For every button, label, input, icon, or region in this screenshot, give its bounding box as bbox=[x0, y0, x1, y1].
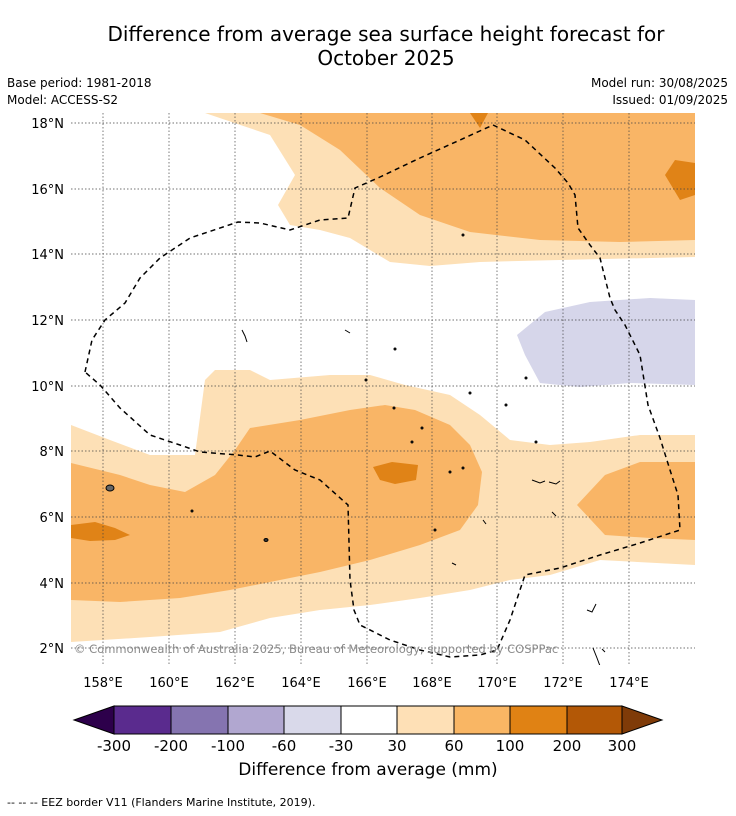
lon-label: 164°E bbox=[281, 676, 321, 691]
colorbar-segment bbox=[114, 706, 171, 734]
lat-label: 4°N bbox=[40, 577, 65, 592]
colorbar: -300 -200 -100 -60 -30 30 60 100 200 300 bbox=[72, 705, 664, 755]
colorbar-tick: -200 bbox=[154, 737, 188, 755]
meta-left: Base period: 1981-2018 Model: ACCESS-S2 bbox=[7, 75, 152, 109]
base-period: Base period: 1981-2018 bbox=[7, 76, 152, 90]
lon-label: 172°E bbox=[543, 676, 583, 691]
longitude-labels: 158°E 160°E 162°E 164°E 166°E 168°E 170°… bbox=[83, 676, 649, 691]
lon-label: 160°E bbox=[149, 676, 189, 691]
colorbar-segment bbox=[510, 706, 567, 734]
colorbar-segment bbox=[228, 706, 284, 734]
colorbar-tick: -60 bbox=[272, 737, 297, 755]
colorbar-segment bbox=[397, 706, 454, 734]
anomaly-region-100-200-d bbox=[470, 113, 488, 128]
colorbar-arrow-right bbox=[621, 705, 664, 735]
lon-label: 158°E bbox=[83, 676, 123, 691]
colorbar-frame bbox=[113, 705, 623, 735]
eez-footnote: -- -- -- EEZ border V11 (Flanders Marine… bbox=[7, 796, 316, 809]
lat-label: 2°N bbox=[40, 642, 65, 657]
lon-label: 162°E bbox=[215, 676, 255, 691]
lat-label: 8°N bbox=[40, 445, 65, 460]
colorbar-tick: 300 bbox=[608, 737, 637, 755]
lat-label: 10°N bbox=[31, 380, 64, 395]
anomaly-region-100-200-b bbox=[373, 462, 418, 484]
colorbar-tick: 60 bbox=[444, 737, 463, 755]
colorbar-segment bbox=[171, 706, 228, 734]
colorbar-tick: -100 bbox=[211, 737, 245, 755]
copyright-text: © Commonwealth of Australia 2025, Bureau… bbox=[74, 642, 558, 656]
lon-label: 170°E bbox=[477, 676, 517, 691]
lat-label: 18°N bbox=[31, 117, 64, 132]
colorbar-label: Difference from average (mm) bbox=[238, 760, 498, 780]
anomaly-region-100-200-a bbox=[71, 522, 130, 541]
anomaly-region-60-100-east bbox=[577, 462, 695, 540]
colorbar-segment bbox=[454, 706, 510, 734]
title-line-2: October 2025 bbox=[317, 46, 455, 70]
colorbar-arrow-left bbox=[72, 705, 115, 735]
lon-label: 174°E bbox=[609, 676, 649, 691]
lat-label: 14°N bbox=[31, 248, 64, 263]
anomaly-region-60-100-north bbox=[260, 113, 695, 242]
model-run: Model run: 30/08/2025 bbox=[590, 76, 728, 90]
issued-date: Issued: 01/09/2025 bbox=[612, 93, 728, 107]
colorbar-segment bbox=[284, 706, 341, 734]
eez-border bbox=[84, 124, 681, 658]
lon-label: 166°E bbox=[347, 676, 387, 691]
map-plot-area bbox=[71, 113, 695, 665]
colorbar-tick: 30 bbox=[387, 737, 406, 755]
colorbar-tick: -300 bbox=[97, 737, 131, 755]
islands bbox=[105, 233, 606, 665]
lat-label: 6°N bbox=[40, 511, 65, 526]
colorbar-segment bbox=[567, 706, 622, 734]
colorbar-segment bbox=[341, 706, 397, 734]
model-name: Model: ACCESS-S2 bbox=[7, 93, 119, 107]
chart-title: Difference from average sea surface heig… bbox=[36, 22, 736, 70]
lon-label: 168°E bbox=[412, 676, 452, 691]
title-line-1: Difference from average sea surface heig… bbox=[107, 22, 665, 46]
colorbar-tick: 100 bbox=[496, 737, 525, 755]
anomaly-region-60-100-south bbox=[71, 405, 482, 602]
latitude-labels: 18°N 16°N 14°N 12°N 10°N 8°N 6°N 4°N 2°N bbox=[31, 117, 64, 657]
colorbar-tick: 200 bbox=[553, 737, 582, 755]
meta-right: Model run: 30/08/2025 Issued: 01/09/2025 bbox=[591, 75, 728, 109]
gridlines bbox=[71, 113, 695, 665]
lat-label: 12°N bbox=[31, 314, 64, 329]
anomaly-region-100-200-c bbox=[665, 160, 695, 200]
colorbar-tick: -30 bbox=[329, 737, 354, 755]
lat-label: 16°N bbox=[31, 183, 64, 198]
